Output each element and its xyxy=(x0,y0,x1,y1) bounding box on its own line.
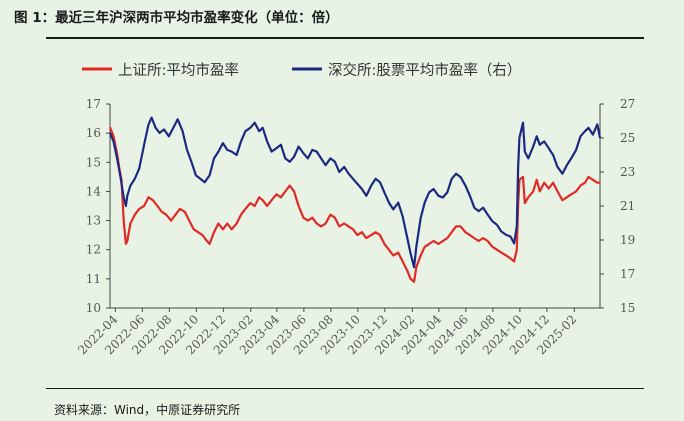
chart-axes xyxy=(106,103,604,312)
right-tick-label: 25 xyxy=(620,131,635,145)
left-tick-label: 14 xyxy=(86,184,102,198)
left-tick-label: 17 xyxy=(86,97,101,111)
top-divider xyxy=(46,37,644,39)
chart-series-lines xyxy=(108,116,602,283)
left-tick-label: 15 xyxy=(86,155,101,169)
left-tick-label: 13 xyxy=(86,214,101,228)
right-tick-label: 23 xyxy=(620,165,635,179)
legend-label-2: 深交所:股票平均市盈率（右） xyxy=(328,61,521,79)
right-tick-label: 21 xyxy=(620,199,635,213)
series-line-2 xyxy=(108,116,602,269)
left-tick-label: 10 xyxy=(86,301,101,315)
legend-label-1: 上证所:平均市盈率 xyxy=(118,62,239,79)
page-title: 图 1：最近三年沪深两市平均市盈率变化（单位：倍） xyxy=(14,10,339,26)
series-line-1 xyxy=(108,126,600,283)
right-tick-label: 27 xyxy=(620,97,635,111)
chart-tick-labels: 1011121314151617151719212325272022-04202… xyxy=(75,97,635,357)
left-tick-label: 11 xyxy=(86,272,101,286)
right-tick-label: 19 xyxy=(620,233,635,247)
right-tick-label: 17 xyxy=(620,267,635,281)
right-tick-label: 15 xyxy=(620,301,635,315)
left-tick-label: 12 xyxy=(86,243,101,257)
bottom-divider xyxy=(46,388,644,389)
left-tick-label: 16 xyxy=(86,126,101,140)
source-note: 资料来源：Wind，中原证券研究所 xyxy=(54,403,241,417)
chart-legend: 上证所:平均市盈率 深交所:股票平均市盈率（右） xyxy=(82,61,521,79)
